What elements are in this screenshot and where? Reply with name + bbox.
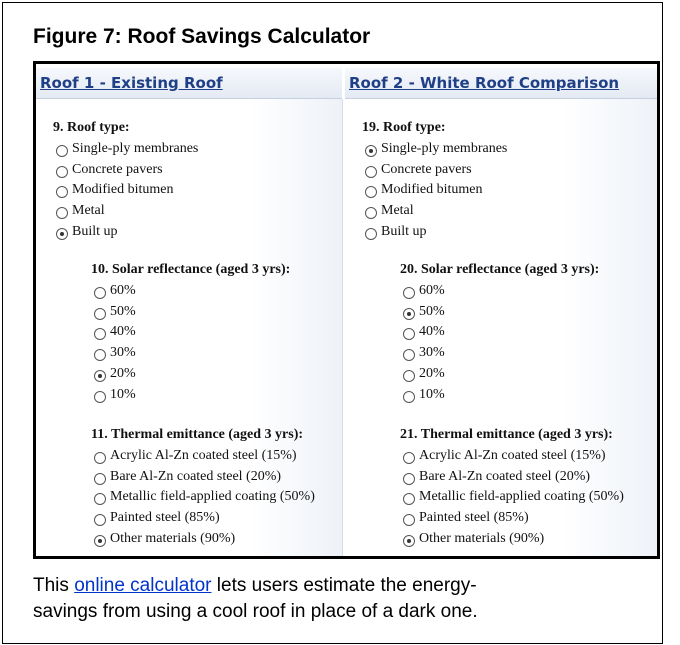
- option-label: 40%: [419, 324, 445, 340]
- option-label: Bare Al-Zn coated steel (20%): [419, 469, 590, 485]
- option-label: Built up: [72, 224, 118, 240]
- radio-button[interactable]: [94, 473, 106, 485]
- option-label: Painted steel (85%): [419, 510, 529, 526]
- figure-title: Figure 7: Roof Savings Calculator: [33, 25, 370, 49]
- option-label: Built up: [381, 224, 427, 240]
- option-label: Modified bitumen: [72, 182, 174, 198]
- option-label: 30%: [110, 345, 136, 361]
- question-label: 19. Roof type:: [362, 120, 446, 136]
- column-header: Roof 2 - White Roof Comparison: [345, 68, 657, 99]
- option-label: Bare Al-Zn coated steel (20%): [110, 469, 281, 485]
- header-link[interactable]: Roof 1 - Existing Roof: [40, 74, 223, 92]
- radio-button[interactable]: [403, 535, 415, 547]
- caption-link[interactable]: online calculator: [74, 575, 211, 596]
- radio-button[interactable]: [94, 287, 106, 299]
- column-header: Roof 1 - Existing Roof: [36, 68, 342, 99]
- radio-button[interactable]: [94, 452, 106, 464]
- radio-button[interactable]: [94, 535, 106, 547]
- radio-button[interactable]: [56, 145, 68, 157]
- option-label: 10%: [419, 387, 445, 403]
- option-label: Modified bitumen: [381, 182, 483, 198]
- radio-button[interactable]: [403, 452, 415, 464]
- question-label: 11. Thermal emittance (aged 3 yrs):: [91, 427, 303, 443]
- radio-button[interactable]: [403, 514, 415, 526]
- radio-button[interactable]: [56, 166, 68, 178]
- option-label: 10%: [110, 387, 136, 403]
- caption-line: This online calculator lets users estima…: [33, 575, 477, 597]
- option-label: Metal: [72, 203, 105, 219]
- option-label: Concrete pavers: [381, 162, 472, 178]
- option-label: Metallic field-applied coating (50%): [110, 489, 315, 505]
- header-link[interactable]: Roof 2 - White Roof Comparison: [349, 74, 619, 92]
- caption-text: lets users estimate the energy-: [212, 575, 477, 596]
- question-label: 9. Roof type:: [53, 120, 130, 136]
- radio-button[interactable]: [365, 207, 377, 219]
- radio-button[interactable]: [403, 370, 415, 382]
- page: Figure 7: Roof Savings Calculator Roof 1…: [0, 0, 680, 645]
- option-label: Acrylic Al-Zn coated steel (15%): [419, 448, 606, 464]
- option-label: 20%: [110, 366, 136, 382]
- option-label: Other materials (90%): [110, 531, 235, 547]
- radio-button[interactable]: [365, 228, 377, 240]
- radio-button[interactable]: [403, 287, 415, 299]
- option-label: 60%: [419, 283, 445, 299]
- radio-button[interactable]: [403, 391, 415, 403]
- option-label: Acrylic Al-Zn coated steel (15%): [110, 448, 297, 464]
- option-label: Metallic field-applied coating (50%): [419, 489, 624, 505]
- radio-button[interactable]: [94, 514, 106, 526]
- question-label: 20. Solar reflectance (aged 3 yrs):: [400, 262, 599, 278]
- radio-button[interactable]: [94, 308, 106, 320]
- figure-frame: Figure 7: Roof Savings Calculator Roof 1…: [2, 2, 663, 644]
- radio-button[interactable]: [94, 391, 106, 403]
- option-label: 40%: [110, 324, 136, 340]
- radio-button[interactable]: [403, 493, 415, 505]
- radio-button[interactable]: [94, 328, 106, 340]
- radio-button[interactable]: [365, 166, 377, 178]
- option-label: Painted steel (85%): [110, 510, 220, 526]
- option-label: 50%: [419, 304, 445, 320]
- radio-button[interactable]: [56, 228, 68, 240]
- caption-line: savings from using a cool roof in place …: [33, 601, 478, 623]
- column: 19. Roof type: Single-ply membranes Concre…: [345, 99, 657, 556]
- radio-button[interactable]: [56, 207, 68, 219]
- question-label: 10. Solar reflectance (aged 3 yrs):: [91, 262, 290, 278]
- radio-button[interactable]: [56, 186, 68, 198]
- option-label: Single-ply membranes: [381, 141, 507, 157]
- radio-button[interactable]: [365, 186, 377, 198]
- radio-button[interactable]: [403, 349, 415, 361]
- radio-button[interactable]: [94, 493, 106, 505]
- column: 9. Roof type: Single-ply membranes Concret…: [36, 99, 343, 556]
- radio-button[interactable]: [94, 370, 106, 382]
- radio-button[interactable]: [403, 308, 415, 320]
- option-label: 50%: [110, 304, 136, 320]
- option-label: 20%: [419, 366, 445, 382]
- caption-text: This: [33, 575, 74, 596]
- radio-button[interactable]: [365, 145, 377, 157]
- option-label: Single-ply membranes: [72, 141, 198, 157]
- option-label: 30%: [419, 345, 445, 361]
- option-label: Concrete pavers: [72, 162, 163, 178]
- calculator-screenshot: Roof 1 - Existing Roof 9. Roof type: Singl…: [33, 61, 660, 559]
- option-label: 60%: [110, 283, 136, 299]
- radio-button[interactable]: [403, 328, 415, 340]
- radio-button[interactable]: [94, 349, 106, 361]
- radio-button[interactable]: [403, 473, 415, 485]
- option-label: Metal: [381, 203, 414, 219]
- question-label: 21. Thermal emittance (aged 3 yrs):: [400, 427, 613, 443]
- option-label: Other materials (90%): [419, 531, 544, 547]
